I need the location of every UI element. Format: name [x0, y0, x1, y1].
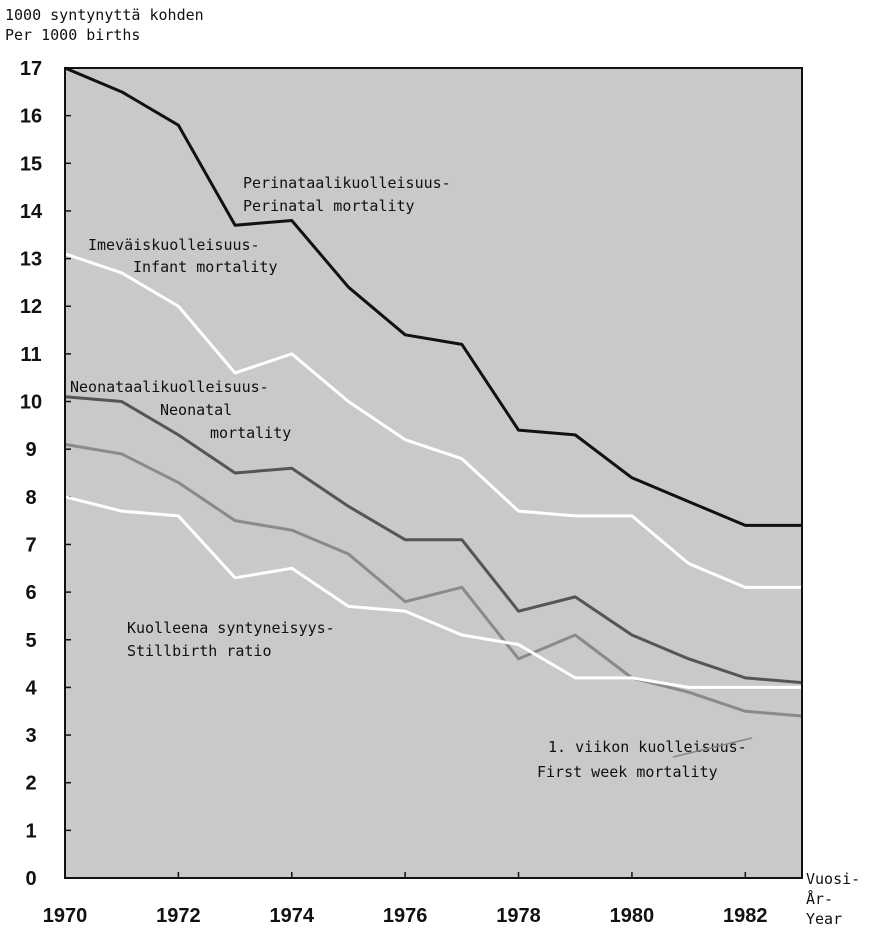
y-tick-label: 4: [25, 677, 37, 699]
series-label: Perinatal mortality: [243, 197, 415, 215]
y-tick-label: 3: [25, 725, 36, 747]
y-tick-label: 16: [20, 106, 42, 128]
series-label: Imeväiskuolleisuus-: [88, 236, 260, 254]
series-label: Infant mortality: [133, 258, 278, 276]
y-tick-label: 9: [25, 439, 36, 461]
y-tick-label: 11: [20, 344, 41, 366]
series-line: [64, 442, 803, 718]
x-tick-label: 1974: [270, 905, 315, 927]
x-tick-label: 1982: [723, 905, 768, 927]
series-label: Neonatal: [160, 401, 232, 419]
y-axis-label: 1000 syntynyttä kohden: [5, 6, 204, 24]
y-tick-label: 0: [25, 868, 36, 890]
series-label: Stillbirth ratio: [127, 642, 272, 660]
series-label: Perinataalikuolleisuus-: [243, 174, 451, 192]
series-label: Kuolleena syntyneisyys-: [127, 619, 335, 637]
y-axis-label: Per 1000 births: [5, 26, 140, 44]
y-tick-label: 5: [25, 630, 36, 652]
y-tick-label: 7: [25, 534, 36, 556]
x-tick-label: 1970: [43, 905, 88, 927]
y-tick-label: 1: [25, 820, 36, 842]
y-tick-label: 8: [25, 487, 36, 509]
series-label: First week mortality: [537, 763, 718, 781]
series-label: mortality: [210, 424, 291, 442]
y-tick-label: 14: [20, 201, 43, 223]
series-line: [64, 252, 802, 589]
y-tick-label: 13: [20, 249, 42, 271]
series-label: Neonataalikuolleisuus-: [70, 378, 269, 396]
y-tick-label: 17: [20, 58, 42, 80]
x-tick-label: 1980: [610, 905, 655, 927]
y-tick-label: 6: [25, 582, 36, 604]
x-tick-label: 1976: [383, 905, 428, 927]
x-axis-label: År-: [806, 889, 833, 908]
plot-area: [65, 68, 802, 878]
y-tick-label: 2: [25, 773, 36, 795]
y-tick-label: 15: [20, 153, 42, 175]
x-tick-label: 1972: [156, 905, 201, 927]
plot-frame: [64, 67, 803, 879]
x-axis-label: Year: [806, 910, 842, 928]
x-axis-label: Vuosi-: [806, 870, 860, 888]
y-tick-label: 10: [20, 392, 42, 414]
series-line: [64, 395, 803, 685]
x-tick-label: 1978: [496, 905, 541, 927]
series-line: [64, 66, 802, 527]
y-tick-label: 12: [20, 296, 42, 318]
leader-line: [672, 737, 753, 758]
series-line: [64, 495, 802, 689]
